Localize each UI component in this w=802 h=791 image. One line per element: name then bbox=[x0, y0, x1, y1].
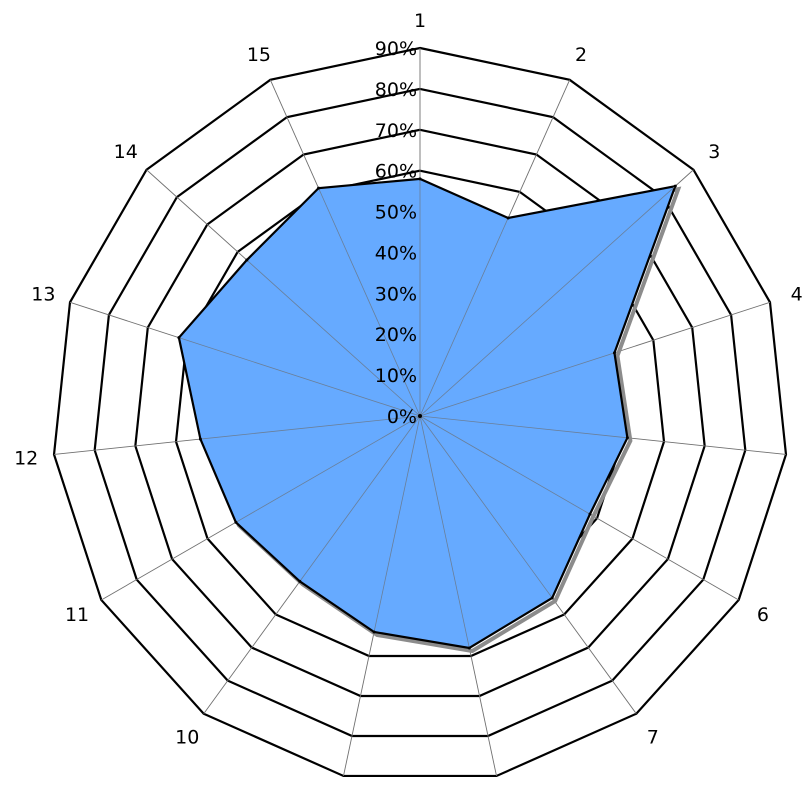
category-label: 14 bbox=[114, 141, 138, 163]
data-point-7 bbox=[550, 596, 554, 600]
data-spoke-10 bbox=[299, 415, 421, 582]
category-label: 13 bbox=[31, 284, 55, 306]
data-spoke-6 bbox=[419, 415, 591, 515]
data-point-1 bbox=[418, 177, 422, 181]
data-point-15 bbox=[317, 186, 321, 190]
data-point-12 bbox=[198, 437, 202, 441]
data-spoke-15 bbox=[318, 187, 421, 417]
center-dot bbox=[418, 414, 422, 418]
data-spoke-5 bbox=[419, 415, 628, 439]
radial-tick-label: 80% bbox=[375, 79, 417, 101]
radial-tick-label: 30% bbox=[375, 283, 417, 305]
radial-tick-label: 50% bbox=[375, 202, 417, 224]
data-spoke-14 bbox=[246, 259, 421, 417]
category-label: 7 bbox=[647, 726, 659, 748]
radial-tick-label: 70% bbox=[375, 120, 417, 142]
data-spoke-13 bbox=[178, 337, 421, 417]
category-label: 12 bbox=[14, 447, 38, 469]
grid-ring-70% bbox=[134, 128, 706, 698]
data-point-4 bbox=[612, 351, 616, 355]
data-point-13 bbox=[177, 336, 181, 340]
data-point-5 bbox=[625, 436, 629, 440]
category-label: 3 bbox=[708, 141, 720, 163]
data-spoke-11 bbox=[235, 415, 421, 523]
radar-series bbox=[177, 177, 682, 654]
radar-labels: 0%10%20%30%40%50%60%70%80%90%12345678910… bbox=[14, 10, 802, 748]
data-point-3 bbox=[673, 184, 677, 188]
data-spoke-8 bbox=[419, 415, 470, 649]
data-spoke-12 bbox=[200, 415, 421, 440]
category-label: 10 bbox=[175, 726, 199, 748]
data-point-8 bbox=[467, 646, 471, 650]
data-point-11 bbox=[234, 520, 238, 524]
radial-tick-label: 90% bbox=[375, 38, 417, 60]
data-spoke-4 bbox=[419, 352, 615, 417]
category-label: 6 bbox=[757, 604, 769, 626]
category-label: 2 bbox=[575, 44, 587, 66]
category-label: 4 bbox=[791, 284, 802, 306]
radial-tick-label: 0% bbox=[387, 406, 417, 428]
data-point-2 bbox=[506, 216, 510, 220]
data-point-14 bbox=[245, 258, 249, 262]
radial-tick-label: 40% bbox=[375, 242, 417, 264]
data-spoke-7 bbox=[419, 415, 553, 599]
radial-tick-label: 20% bbox=[375, 324, 417, 346]
radial-tick-label: 60% bbox=[375, 161, 417, 183]
grid-ring-80% bbox=[93, 87, 747, 738]
category-label: 11 bbox=[65, 604, 89, 626]
radial-tick-label: 10% bbox=[375, 365, 417, 387]
category-label: 1 bbox=[414, 10, 426, 32]
data-spoke-9 bbox=[373, 415, 421, 633]
data-spoke-2 bbox=[419, 217, 509, 417]
data-spoke-3 bbox=[419, 185, 676, 417]
data-point-10 bbox=[298, 579, 302, 583]
category-label: 15 bbox=[247, 44, 271, 66]
data-point-9 bbox=[372, 630, 376, 634]
grid-ring-90% bbox=[52, 46, 788, 778]
data-point-6 bbox=[588, 512, 592, 516]
